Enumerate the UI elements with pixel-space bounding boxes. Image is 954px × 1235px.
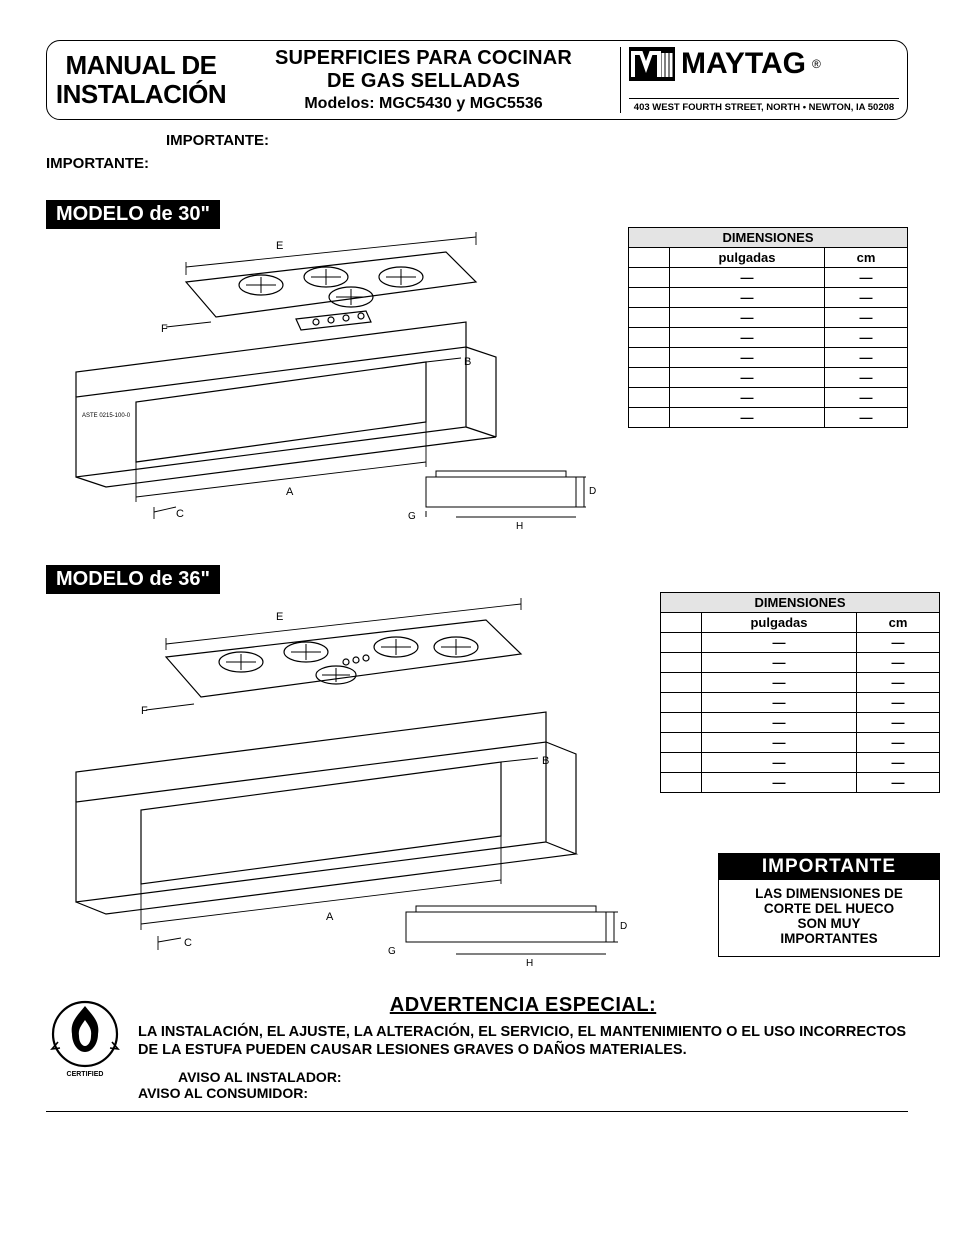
center-line1: SUPERFICIES PARA COCINAR [237, 47, 610, 70]
dim-title-36: DIMENSIONES [661, 593, 940, 613]
table-row: —— [629, 268, 908, 288]
logo-row: MAYTAG ® [629, 47, 899, 81]
cooktop-36-diagram-icon: E F B A C G H D [46, 592, 646, 972]
model30-tag: MODELO de 30" [46, 200, 220, 229]
brand-address: 403 WEST FOURTH STREET, NORTH • NEWTON, … [629, 98, 899, 113]
label36-G: G [388, 946, 396, 957]
logo-block: MAYTAG ® 403 WEST FOURTH STREET, NORTH •… [620, 47, 899, 113]
important-body-2: CORTE DEL HUECO [725, 901, 933, 916]
header-frame: MANUAL DE INSTALACIÓN SUPERFICIES PARA C… [46, 40, 908, 120]
table-row: —— [661, 773, 940, 793]
model30-table-wrap: DIMENSIONES pulgadas cm —— —— —— —— —— —… [628, 227, 908, 537]
model36-right-col: DIMENSIONES pulgadas cm —— —— —— —— —— —… [660, 592, 940, 972]
cert-icon-wrap: CERTIFIED [46, 994, 124, 1101]
table-row: —— [661, 733, 940, 753]
title-line2: INSTALACIÓN [55, 80, 227, 109]
label-F: F [161, 323, 168, 335]
label36-F: F [141, 705, 148, 717]
table-row: —— [629, 308, 908, 328]
col-in: pulgadas [670, 248, 825, 268]
maytag-logo-icon [629, 47, 675, 81]
brand-name: MAYTAG [681, 47, 806, 81]
warning-title: ADVERTENCIA ESPECIAL: [138, 994, 908, 1017]
table-row: —— [661, 633, 940, 653]
importante-block: IMPORTANTE: IMPORTANTE: [46, 132, 908, 172]
label36-D: D [620, 921, 627, 932]
section-model-36: MODELO de 36" [46, 565, 908, 972]
important-head: IMPORTANTE [719, 854, 939, 880]
col-cm: cm [825, 248, 908, 268]
label-H: H [516, 521, 523, 532]
brand-reg: ® [812, 57, 821, 71]
dim-table-30: DIMENSIONES pulgadas cm —— —— —— —— —— —… [628, 227, 908, 428]
label36-A: A [326, 911, 334, 923]
table-row: —— [629, 368, 908, 388]
table-row: —— [661, 653, 940, 673]
label36-E: E [276, 611, 283, 623]
table-row: —— [629, 348, 908, 368]
aviso-instalador: AVISO AL INSTALADOR: [178, 1069, 908, 1085]
separator [46, 1111, 908, 1112]
label-D: D [589, 486, 596, 497]
label36-C: C [184, 937, 192, 949]
center-line2: DE GAS SELLADAS [237, 70, 610, 93]
label-C: C [176, 508, 184, 520]
title-block: MANUAL DE INSTALACIÓN [55, 47, 227, 113]
important-body-4: IMPORTANTES [725, 931, 933, 946]
label36-B: B [542, 755, 549, 767]
section-model-30: MODELO de 30" [46, 200, 908, 537]
col-cm-36: cm [857, 613, 940, 633]
center-block: SUPERFICIES PARA COCINAR DE GAS SELLADAS… [237, 47, 610, 113]
important-box: IMPORTANTE LAS DIMENSIONES DE CORTE DEL … [718, 853, 940, 957]
dim-table-36: DIMENSIONES pulgadas cm —— —— —— —— —— —… [660, 592, 940, 793]
importante-1: IMPORTANTE: [166, 132, 908, 149]
model36-diagram: E F B A C G H D [46, 592, 646, 972]
table-row: —— [629, 288, 908, 308]
cert-label: CERTIFIED [67, 1071, 104, 1078]
label-G: G [408, 511, 416, 522]
importante-2: IMPORTANTE: [46, 155, 908, 172]
important-body-1: LAS DIMENSIONES DE [725, 886, 933, 901]
center-models: Modelos: MGC5430 y MGC5536 [237, 95, 610, 113]
important-body-3: SON MUY [725, 916, 933, 931]
model36-tag: MODELO de 36" [46, 565, 220, 594]
cooktop-30-diagram-icon: E F B A C ASTE 0215-100-0 G [46, 227, 606, 537]
dim-title: DIMENSIONES [629, 228, 908, 248]
csa-flame-icon: CERTIFIED [46, 994, 124, 1080]
table-row: —— [629, 408, 908, 428]
part-no: ASTE 0215-100-0 [82, 413, 131, 419]
table-row: —— [629, 328, 908, 348]
table-row: —— [661, 713, 940, 733]
title-line1: MANUAL DE [55, 51, 227, 80]
label36-H: H [526, 958, 533, 969]
warning-block: CERTIFIED ADVERTENCIA ESPECIAL: LA INSTA… [46, 994, 908, 1101]
label-E: E [276, 240, 283, 252]
table-row: —— [629, 388, 908, 408]
table-row: —— [661, 673, 940, 693]
col-in-36: pulgadas [702, 613, 857, 633]
model30-diagram: E F B A C ASTE 0215-100-0 G [46, 227, 614, 537]
table-row: —— [661, 753, 940, 773]
aviso-consumidor: AVISO AL CONSUMIDOR: [138, 1085, 908, 1101]
label-A: A [286, 486, 294, 498]
label-B: B [464, 356, 471, 368]
table-row: —— [661, 693, 940, 713]
warning-body: LA INSTALACIÓN, EL AJUSTE, LA ALTERACIÓN… [138, 1023, 908, 1059]
